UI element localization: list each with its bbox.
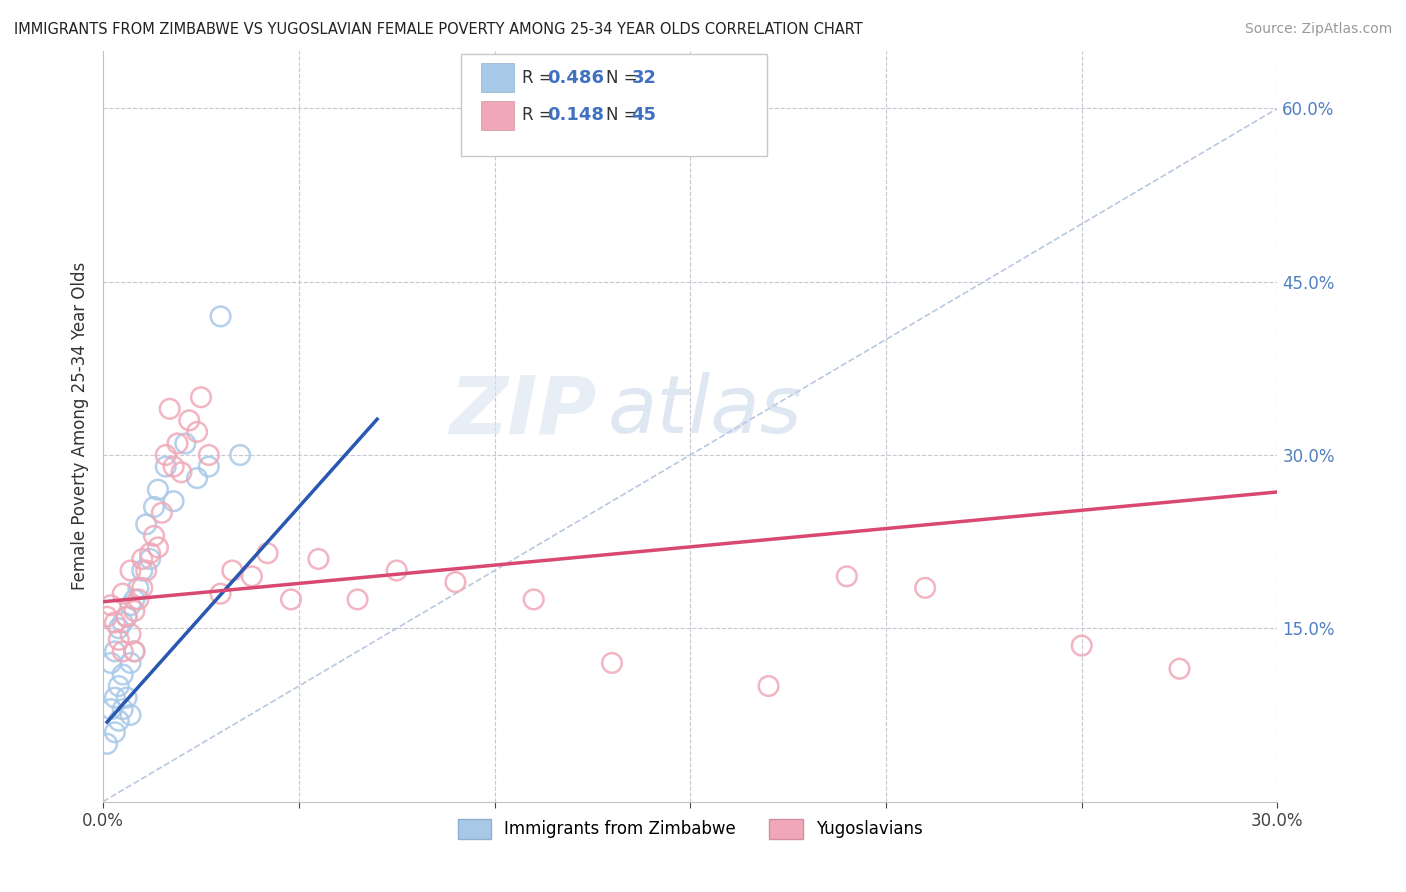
Point (124, 644, 146, 658)
Point (127, 592, 149, 607)
Point (111, 667, 134, 681)
Point (120, 707, 142, 722)
Point (679, 124, 702, 138)
Point (146, 541, 169, 555)
Point (104, 644, 127, 658)
Text: 45: 45 (631, 106, 657, 124)
Point (1168, 662, 1191, 676)
Point (100, 702, 122, 716)
Point (107, 632, 129, 647)
Point (143, 500, 166, 514)
Point (124, 592, 146, 607)
Point (198, 459, 221, 474)
Point (115, 609, 138, 624)
Point (758, 679, 780, 693)
Point (155, 448, 177, 462)
Point (1070, 639, 1092, 653)
Point (174, 436, 197, 450)
Point (139, 546, 162, 560)
Point (914, 581, 936, 595)
Point (143, 529, 166, 543)
Bar (481, 63, 515, 92)
Text: IMMIGRANTS FROM ZIMBABWE VS YUGOSLAVIAN FEMALE POVERTY AMONG 25-34 YEAR OLDS COR: IMMIGRANTS FROM ZIMBABWE VS YUGOSLAVIAN … (14, 22, 863, 37)
Point (115, 690, 138, 705)
Point (100, 598, 122, 612)
Point (186, 425, 208, 439)
Bar (481, 101, 515, 129)
Point (162, 494, 184, 508)
Point (111, 644, 134, 658)
Text: N =: N = (606, 106, 643, 124)
Text: N =: N = (606, 69, 643, 87)
Point (111, 615, 134, 630)
Point (96, 609, 118, 624)
Point (124, 604, 146, 618)
Point (120, 627, 142, 641)
Point (190, 390, 212, 404)
Point (107, 714, 129, 728)
Point (115, 609, 138, 624)
Point (120, 598, 142, 612)
Text: ZIP: ZIP (449, 372, 596, 450)
Point (523, 592, 546, 607)
Point (209, 310, 232, 324)
Point (107, 679, 129, 693)
Point (124, 644, 146, 658)
Point (600, 656, 623, 670)
Point (146, 483, 169, 497)
Point (835, 569, 858, 583)
Point (186, 471, 208, 485)
Text: atlas: atlas (607, 372, 803, 450)
Point (120, 656, 142, 670)
Point (221, 564, 243, 578)
Point (104, 725, 127, 739)
Point (139, 552, 162, 566)
Text: 0.148: 0.148 (547, 106, 605, 124)
FancyBboxPatch shape (461, 54, 766, 156)
Point (159, 401, 181, 416)
Text: R =: R = (523, 106, 558, 124)
Point (346, 592, 368, 607)
Point (104, 615, 127, 630)
Point (385, 564, 408, 578)
Point (135, 564, 157, 578)
Point (444, 575, 467, 590)
Point (166, 436, 188, 450)
Point (155, 459, 177, 474)
Point (256, 546, 278, 560)
Point (150, 506, 173, 520)
Point (104, 690, 127, 705)
Point (179, 413, 201, 427)
Point (280, 592, 302, 607)
Point (131, 564, 153, 578)
Point (131, 552, 153, 566)
Text: R =: R = (523, 69, 558, 87)
Point (198, 448, 221, 462)
Point (209, 587, 232, 601)
Point (96, 737, 118, 751)
Point (170, 466, 193, 480)
Legend: Immigrants from Zimbabwe, Yugoslavians: Immigrants from Zimbabwe, Yugoslavians (451, 812, 929, 846)
Point (131, 581, 153, 595)
Point (111, 587, 134, 601)
Point (307, 552, 329, 566)
Point (229, 448, 252, 462)
Text: 0.486: 0.486 (547, 69, 605, 87)
Point (240, 569, 263, 583)
Point (120, 564, 142, 578)
Text: 32: 32 (631, 69, 657, 87)
Text: Source: ZipAtlas.com: Source: ZipAtlas.com (1244, 22, 1392, 37)
Point (127, 581, 149, 595)
Point (107, 621, 129, 635)
Point (100, 656, 122, 670)
Point (111, 702, 134, 716)
Y-axis label: Female Poverty Among 25-34 Year Olds: Female Poverty Among 25-34 Year Olds (72, 262, 89, 591)
Point (162, 459, 184, 474)
Point (135, 517, 157, 532)
